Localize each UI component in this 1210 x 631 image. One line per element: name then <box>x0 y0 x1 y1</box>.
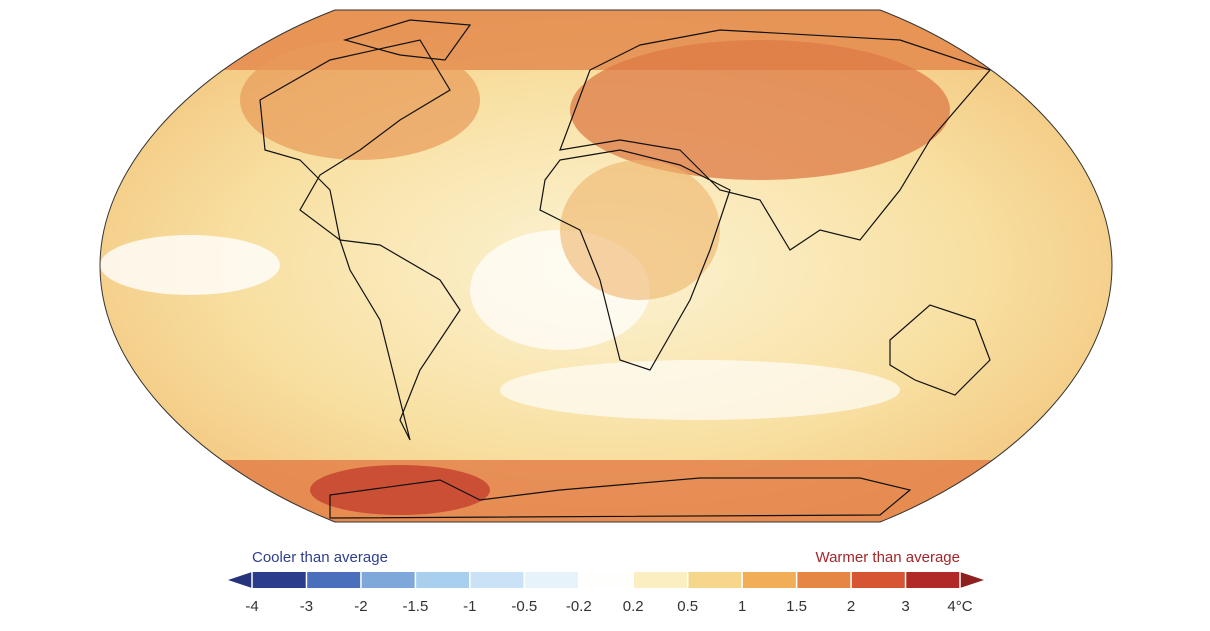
colorbar-bin <box>796 572 852 588</box>
colorbar-tick-label: -0.5 <box>511 598 537 615</box>
colorbar-bin <box>633 572 688 588</box>
siberia-warm <box>570 40 950 180</box>
colorbar-bin <box>851 572 906 588</box>
colorbar-under-arrow <box>228 572 252 588</box>
colorbar: -4 -3 -2 -1.5 -1 -0.5 -0.2 0.2 0.5 1 1.5 2 3 4°C <box>228 572 984 615</box>
colorbar-tick-label: 2 <box>847 598 855 615</box>
colorbar-bin <box>252 572 307 588</box>
colorbar-over-arrow <box>960 572 984 588</box>
colorbar-bin <box>469 572 525 588</box>
map-border <box>99 9 1113 523</box>
legend-left-label: Cooler than average <box>252 549 388 566</box>
colorbar-bin <box>524 572 579 588</box>
colorbar-bin <box>306 572 361 588</box>
pacific-neutral <box>100 235 280 295</box>
southern-ocean-neutral <box>500 360 900 420</box>
coastlines <box>259 19 992 519</box>
colorbar-tick-label: -1.5 <box>402 598 428 615</box>
legend-right-label: Warmer than average <box>815 549 960 566</box>
canada-warm <box>240 40 480 160</box>
colorbar-tick-label: 1.5 <box>786 598 807 615</box>
colorbar-tick-label: 0.2 <box>623 598 644 615</box>
colorbar-tick-label: -3 <box>300 598 313 615</box>
antarctic-warm <box>100 460 1112 522</box>
colorbar-tick-label: 1 <box>738 598 746 615</box>
africa-warm <box>560 160 720 300</box>
colorbar-tick-label: 4°C <box>947 598 972 615</box>
colorbar-tick-label: -0.2 <box>566 598 592 615</box>
colorbar-bin <box>742 572 797 588</box>
colorbar-bin <box>905 572 960 588</box>
colorbar-bin <box>360 572 416 588</box>
peninsula-warm <box>310 465 490 515</box>
colorbar-tick-label: -2 <box>354 598 367 615</box>
colorbar-tick-label: -4 <box>245 598 258 615</box>
colorbar-bin <box>415 572 470 588</box>
arctic-warm <box>100 10 1112 70</box>
colorbar-tick-label: 3 <box>901 598 909 615</box>
colorbar-tick-label: 0.5 <box>677 598 698 615</box>
map <box>100 10 1112 522</box>
colorbar-bin <box>687 572 743 588</box>
colorbar-bin <box>578 572 634 588</box>
colorbar-tick-label: -1 <box>463 598 476 615</box>
